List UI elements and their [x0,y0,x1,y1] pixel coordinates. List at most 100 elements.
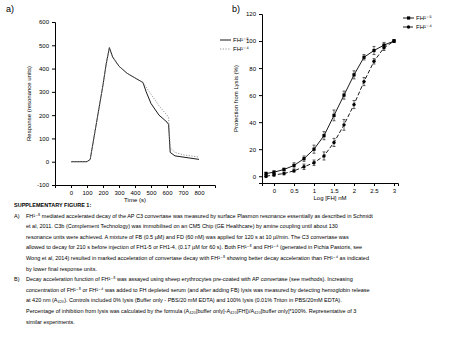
point [352,103,355,106]
tick: 500 [146,185,157,196]
caption-line: resonance units were achieved. A mixture… [26,234,349,240]
chart: 00.511.522.53020406080100120b)Log [FH] n… [232,4,432,201]
tick-mark [259,149,262,150]
tick: 400 [130,185,141,196]
tick: 120 [246,11,262,17]
point [292,164,295,167]
point [372,60,375,63]
tick: 300 [114,185,125,196]
point [282,172,285,175]
tick-mark [52,69,55,70]
series-line [71,48,199,162]
tick-label: 80 [249,66,256,72]
point [332,141,335,144]
point [312,161,315,164]
error-bar [363,55,366,60]
tick: 0.5 [290,183,299,194]
tick-mark [52,138,55,139]
series-line [71,48,199,162]
x-axis-title: Log [FH] nM [313,195,346,201]
tick: 20 [249,147,262,153]
point [264,175,267,178]
x-axis: 0100200300400500600700800 [56,185,216,196]
legend-label: FH¹⁻⁵ [416,15,432,21]
tick: 2 [353,183,357,194]
legend-item: FH¹⁻⁴ [403,24,432,30]
tick: 600 [162,185,173,196]
caption-title: SUPPLEMENTARY FIGURE 1: [14,202,91,208]
legend-item: FH¹⁻⁵ [220,37,249,43]
tick-mark [259,122,262,123]
error-bar [293,163,296,168]
tick-mark [71,185,72,188]
tick-mark [52,162,55,163]
point [392,39,395,42]
tick-mark [259,95,262,96]
error-bar [333,138,336,146]
error-bar [393,40,396,43]
error-bar [343,119,346,130]
tick: 300 [39,89,55,95]
error-bar [353,101,356,109]
caption-label: A) [14,213,20,219]
tick-mark [259,14,262,15]
error-bar [333,110,336,121]
error-bar [283,168,286,171]
tick: 800 [194,185,205,196]
tick-mark [394,183,395,186]
error-bar [393,40,396,43]
point [342,94,345,97]
error-bar [273,174,276,177]
x-axis: 0 0.5 1 1.5 2 2.5 3 [263,183,399,194]
caption-line: Decay acceleration function of FH¹⁻⁵ was… [26,276,353,282]
caption-line: FH¹⁻⁵ mediated accelerated decay of the … [26,213,373,219]
legend-marker [407,16,410,19]
tick-label: 0 [273,188,277,194]
tick: 200 [98,185,109,196]
caption-line: Percentage of inhibition from lysis was … [26,308,356,314]
tick-mark [52,115,55,116]
tick: 500 [39,43,55,49]
tick: 2.5 [370,183,379,194]
tick-mark [103,185,104,188]
tick: 200 [39,113,55,119]
tick-label: 1.5 [330,188,339,194]
tick-mark [183,185,184,188]
tick-label: 100 [82,190,93,196]
tick-label: 2.5 [370,188,379,194]
plot-area [71,48,199,162]
caption-line: similar experiments. [26,319,75,325]
tick: -100 [37,182,55,188]
legend-item: FH¹⁻⁴ [220,46,249,52]
error-bar [313,145,316,153]
tick-label: 0 [46,159,50,165]
tick-mark [259,41,262,42]
tick-label: -100 [37,182,50,188]
tick-mark [52,22,55,23]
error-bar [303,164,306,169]
caption-line: Wong et al, 2014) resulted in marked acc… [26,255,369,261]
tick-label: 800 [194,190,205,196]
series-line [266,41,394,176]
axis-line [56,186,216,189]
caption-label: B) [14,276,20,282]
point [382,46,385,49]
tick-label: 300 [114,190,125,196]
tick-label: 120 [246,11,257,17]
tick-label: 40 [249,120,256,126]
point [362,80,365,83]
tick-label: 1 [313,188,317,194]
tick-mark [151,185,152,188]
tick-mark [135,185,136,188]
legend-label: FH¹⁻⁴ [416,24,432,30]
error-bar [323,152,326,160]
tick: 100 [246,38,262,44]
point [322,134,325,137]
error-bar [383,45,386,50]
y-axis-title: Protection from Lysis (%) [233,65,239,132]
tick: 600 [39,19,55,25]
tick-label: 2 [353,188,357,194]
tick-mark [52,92,55,93]
tick-label: 200 [98,190,109,196]
tick: 3 [393,183,397,194]
